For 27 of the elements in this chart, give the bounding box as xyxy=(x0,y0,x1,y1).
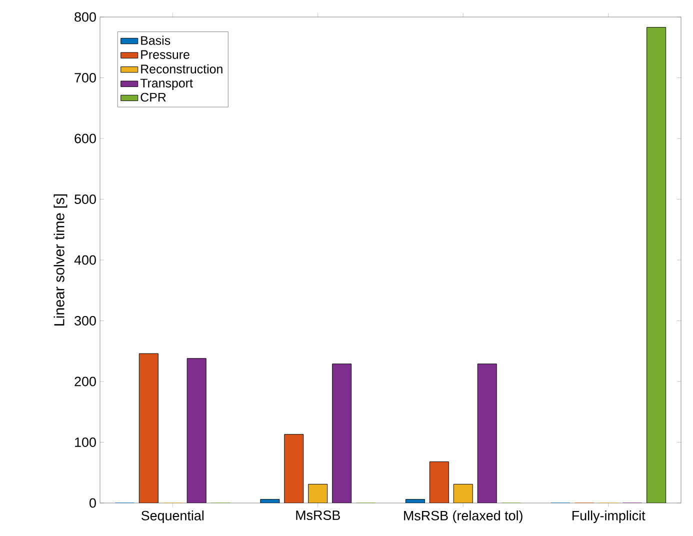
y-tick-label: 100 xyxy=(75,437,96,448)
bar xyxy=(332,364,352,503)
y-tick-label: 600 xyxy=(74,134,96,144)
bar xyxy=(308,484,328,503)
bar xyxy=(477,364,497,503)
x-tick-label: MsRSB (relaxed tol) xyxy=(404,510,522,524)
legend-label: Reconstruction xyxy=(141,64,222,74)
y-tick-label: 200 xyxy=(74,376,96,386)
bar xyxy=(429,461,449,503)
legend-label: Transport xyxy=(140,78,193,90)
y-tick-label: 400 xyxy=(74,255,96,265)
bar xyxy=(138,353,158,503)
x-tick-label: Sequential xyxy=(141,510,204,524)
bar xyxy=(453,484,473,503)
x-tick-label: MsRSB xyxy=(296,510,340,520)
bar xyxy=(284,434,304,503)
y-tick-label: 500 xyxy=(74,194,96,204)
legend-label: Pressure xyxy=(141,50,190,59)
y-axis-title: Linear solver time [s] xyxy=(54,194,68,326)
x-tick-label: Fully-implicit xyxy=(572,510,646,524)
legend-label: Basis xyxy=(141,36,170,45)
bar xyxy=(186,358,206,503)
y-tick-label: 700 xyxy=(74,72,96,83)
y-tick-label: 0 xyxy=(90,498,96,508)
y-tick-label: 800 xyxy=(74,12,96,22)
y-tick-label: 300 xyxy=(74,316,96,326)
legend-label: CPR xyxy=(140,92,166,102)
